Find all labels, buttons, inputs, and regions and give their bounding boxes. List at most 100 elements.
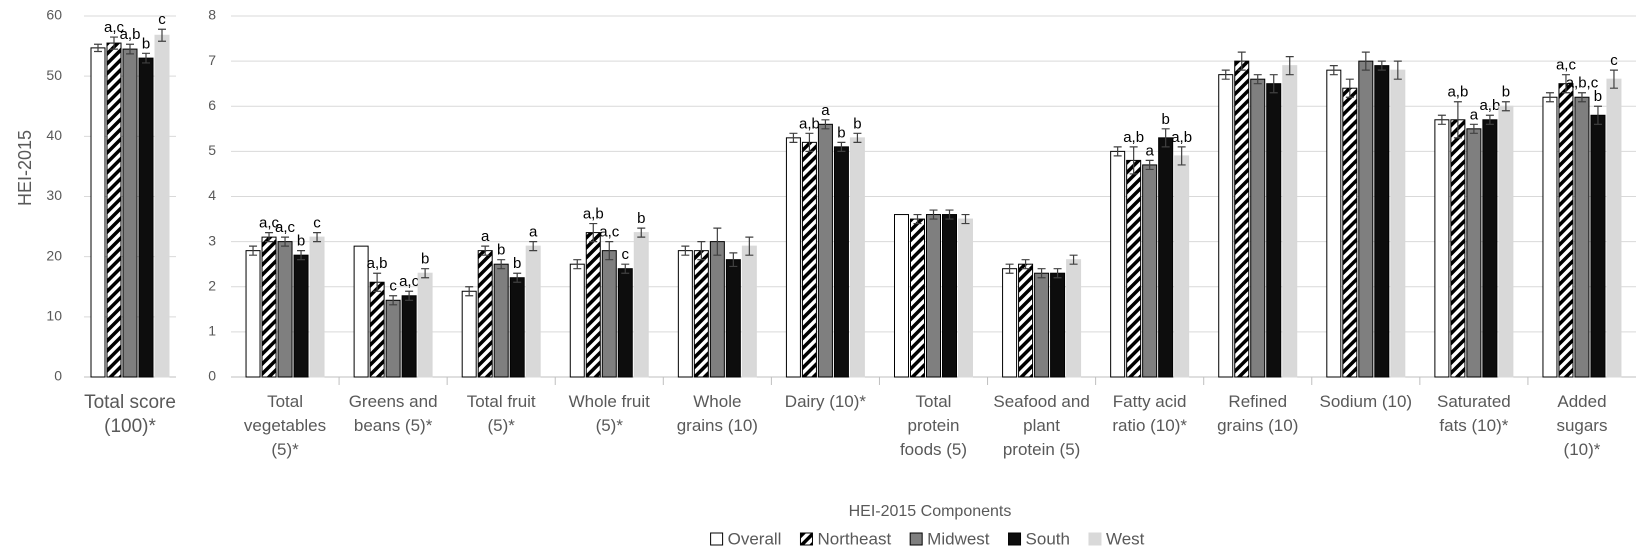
significance-label: b — [1502, 84, 1510, 101]
y-tick-label: 1 — [208, 323, 216, 339]
significance-label: c — [313, 215, 321, 232]
bar — [525, 245, 541, 378]
bar — [1326, 69, 1342, 378]
error-bar — [697, 241, 706, 261]
error-bar — [837, 141, 846, 152]
bar — [942, 214, 957, 378]
error-bar — [421, 268, 430, 279]
bar — [1374, 65, 1390, 378]
error-bar — [1253, 74, 1262, 85]
bar — [138, 57, 154, 378]
error-bar — [821, 119, 830, 130]
significance-label: b — [1594, 88, 1602, 105]
y-axis-title: HEI-2015 — [15, 130, 35, 206]
significance-label: b — [297, 233, 305, 250]
error-bar — [1221, 69, 1230, 80]
bar — [122, 48, 138, 378]
legend-label: Overall — [728, 529, 782, 548]
error-bar — [1269, 74, 1278, 94]
error-bar — [789, 132, 798, 143]
error-bar — [1113, 146, 1122, 157]
error-bar — [1129, 146, 1138, 175]
error-bar — [1005, 263, 1014, 274]
y-tick-label: 10 — [46, 308, 62, 324]
bar — [1158, 137, 1174, 378]
significance-label: b — [142, 35, 150, 52]
error-bar — [389, 295, 398, 306]
bar — [785, 137, 801, 378]
error-bar — [126, 43, 134, 55]
significance-label: a,c — [275, 219, 296, 236]
error-bar — [1361, 51, 1370, 71]
error-bar — [605, 241, 614, 261]
bar — [1450, 119, 1466, 378]
bar — [309, 236, 325, 378]
legend-label: South — [1026, 529, 1070, 548]
bar — [1110, 150, 1126, 378]
significance-label: c — [622, 246, 630, 263]
error-bar — [589, 222, 598, 243]
bar — [709, 241, 725, 378]
bar — [894, 214, 909, 378]
error-bar — [929, 209, 938, 220]
x-axis-title: HEI-2015 Components — [849, 503, 1012, 520]
error-bar — [1593, 105, 1602, 125]
error-bar — [1161, 128, 1170, 148]
bar — [417, 272, 433, 378]
significance-label: b — [637, 210, 645, 227]
x-tick-label: Seafood and plant protein (5) — [993, 392, 1089, 459]
bar — [1018, 263, 1034, 378]
bar — [1234, 60, 1250, 378]
y-tick-label: 50 — [46, 67, 62, 83]
bar — [154, 34, 170, 378]
bar — [1174, 155, 1190, 378]
significance-label: a,b — [583, 206, 604, 223]
error-bar — [1285, 56, 1294, 76]
bar — [1482, 119, 1498, 378]
x-tick-label: Total score (100)* — [84, 392, 176, 437]
error-bar — [1069, 254, 1078, 265]
bar — [1358, 60, 1374, 378]
error-bar — [805, 132, 814, 152]
error-bar — [1177, 146, 1186, 166]
significance-label: a — [1145, 142, 1154, 159]
bar — [1590, 114, 1606, 378]
bar — [1282, 65, 1298, 378]
y-tick-label: 20 — [46, 247, 62, 263]
error-bar — [1053, 268, 1062, 279]
bar — [677, 250, 693, 378]
bar — [633, 232, 649, 378]
x-tick-label: Refined grains (10) — [1217, 392, 1298, 435]
bar — [1606, 78, 1622, 378]
error-bar — [1485, 114, 1494, 125]
error-bar — [281, 236, 290, 247]
bar — [1034, 272, 1050, 378]
x-tick-label: Sodium (10) — [1320, 392, 1413, 411]
bar — [369, 281, 385, 378]
legend-label: Midwest — [927, 529, 990, 548]
y-tick-label: 8 — [208, 7, 216, 23]
legend-label: West — [1106, 529, 1145, 548]
significance-label: a,b — [1447, 84, 1468, 101]
bar — [1266, 83, 1282, 378]
bar — [1126, 159, 1142, 378]
significance-label: a,b — [1171, 129, 1192, 146]
error-bar — [1345, 78, 1354, 98]
bar — [910, 218, 925, 378]
significance-label: a,c — [259, 215, 280, 232]
bar — [1574, 96, 1590, 378]
x-tick-label: Total protein foods (5) — [900, 392, 967, 459]
y-tick-label: 0 — [54, 368, 62, 384]
significance-label: a,b — [120, 26, 141, 43]
bar — [1466, 128, 1482, 378]
bar — [725, 259, 741, 378]
error-bar — [94, 43, 102, 53]
significance-label: c — [158, 11, 166, 28]
significance-label: a,b — [367, 255, 388, 272]
bar — [277, 241, 293, 378]
bar — [1558, 83, 1574, 378]
bar — [493, 263, 509, 378]
error-bar — [529, 241, 538, 252]
bar — [958, 218, 973, 378]
bar — [1390, 69, 1406, 378]
